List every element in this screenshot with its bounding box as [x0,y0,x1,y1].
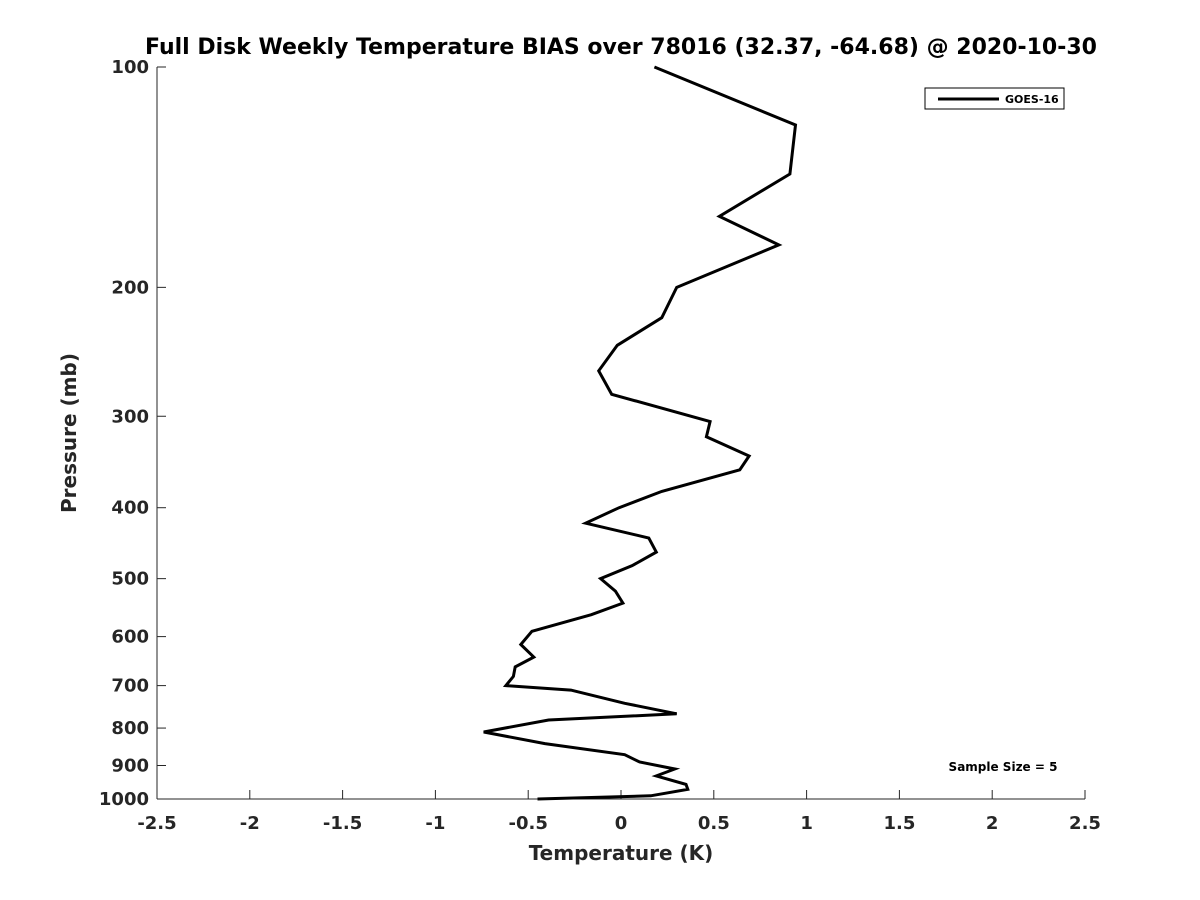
x-tick-label: 2 [986,813,999,834]
chart-title: Full Disk Weekly Temperature BIAS over 7… [145,35,1097,60]
x-tick-label: 0.5 [698,813,730,834]
x-tick-label: -2.5 [137,813,176,834]
y-tick-label: 1000 [99,789,149,810]
y-tick-label: 200 [111,277,149,298]
x-tick-label: 2.5 [1069,813,1101,834]
y-tick-label: 100 [111,57,149,78]
series-layer [483,65,798,801]
x-axis-label: Temperature (K) [529,841,714,865]
legend: GOES-16 [924,87,1065,110]
y-tick-label: 600 [111,627,149,648]
legend-label-goes-16: GOES-16 [1005,93,1059,106]
y-tick-label: 500 [111,569,149,590]
y-axis-label: Pressure (mb) [57,353,81,513]
x-tick-label: -1 [425,813,445,834]
x-tick-label: -2 [240,813,260,834]
y-tick-label: 700 [111,676,149,697]
series-line-goes-16 [483,65,798,801]
x-tick-label: -0.5 [509,813,548,834]
y-tick-label: 300 [111,406,149,427]
x-tick-label: -1.5 [323,813,362,834]
x-tick-label: 1.5 [883,813,915,834]
y-tick-label: 900 [111,756,149,777]
y-tick-label: 800 [111,718,149,739]
axes: -2.5 -2 -1.5 -1 -0.5 0 0.5 1 1.5 2 2.5 100 200 300 400… [99,57,1101,834]
x-tick-label: 1 [800,813,813,834]
y-tick-label: 400 [111,498,149,519]
x-tick-label: 0 [615,813,628,834]
sample-size-annotation: Sample Size = 5 [949,760,1058,774]
